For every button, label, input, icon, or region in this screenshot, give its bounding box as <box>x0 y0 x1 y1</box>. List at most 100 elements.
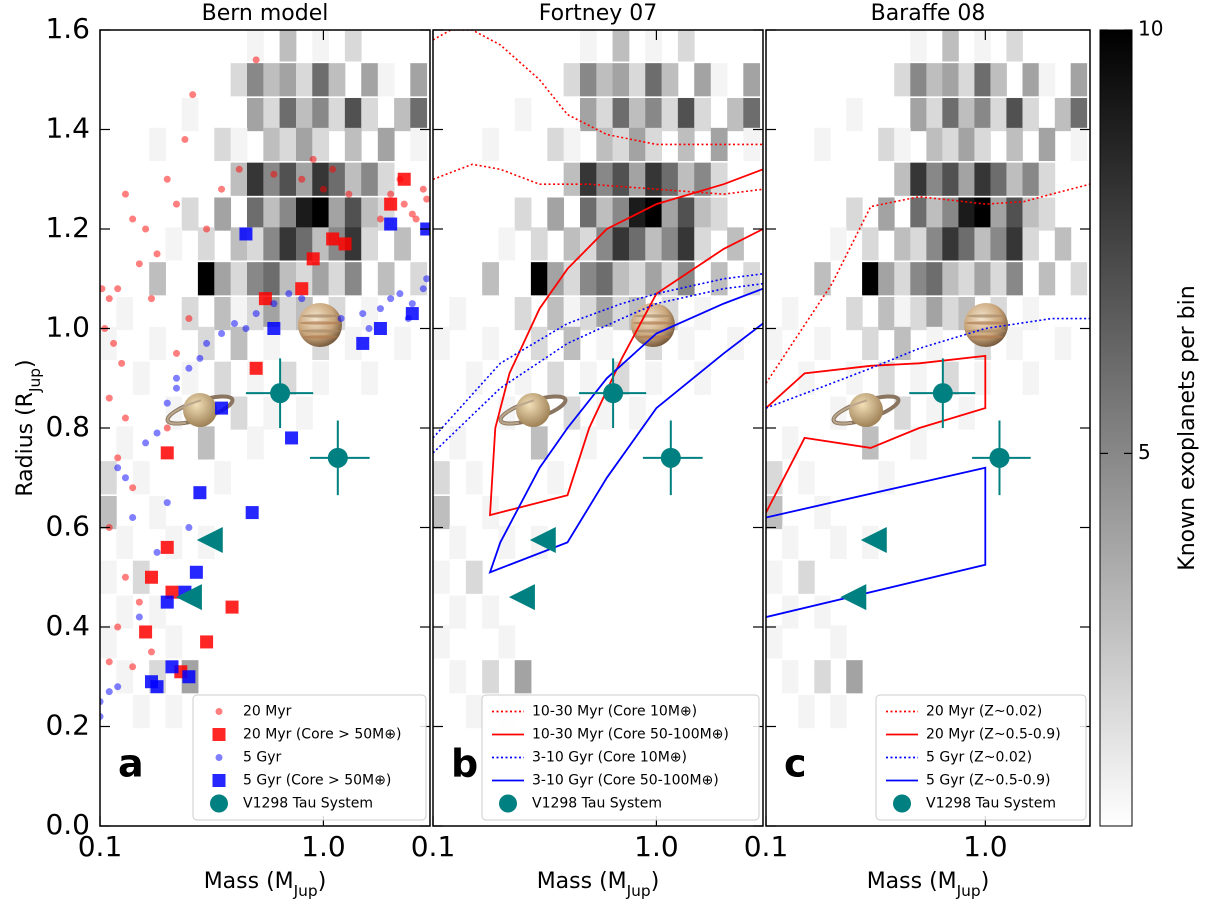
planet <box>660 447 681 468</box>
plot-area <box>100 30 430 729</box>
plot-area <box>766 30 1090 729</box>
model-planet <box>121 190 129 198</box>
model-planet <box>100 285 106 293</box>
heatmap-cell <box>846 197 863 231</box>
heatmap-cell <box>149 495 166 530</box>
heatmap-cell <box>645 30 663 62</box>
model-planet <box>142 439 150 447</box>
heatmap-cell <box>246 30 264 62</box>
legend-marker <box>212 774 226 787</box>
x-axis-label: Mass (MJup) <box>867 869 990 900</box>
model-planet <box>373 322 387 335</box>
heatmap-cell <box>878 127 895 162</box>
heatmap-cell <box>1054 326 1072 361</box>
y-axis-label-part: ) <box>13 359 38 368</box>
heatmap-cell <box>344 227 362 261</box>
heatmap-cell <box>563 63 581 97</box>
heatmap-cell <box>661 162 679 196</box>
heatmap-cell <box>766 560 783 594</box>
heatmap-cell <box>279 162 297 196</box>
planet-upper-limit <box>196 526 223 553</box>
heatmap-cell <box>530 426 548 460</box>
model-planet <box>181 135 189 143</box>
legend-label: 20 Myr (Z~0.5-0.9) <box>926 727 1061 743</box>
model-planet <box>231 320 239 328</box>
x-tick-label: 0.1 <box>411 830 456 863</box>
planet <box>989 447 1010 468</box>
heatmap-cell <box>1022 97 1039 132</box>
heatmap-cell <box>514 361 532 395</box>
model-planet <box>118 359 126 367</box>
legend-label: 20 Myr (Core > 50M⊕) <box>243 727 401 743</box>
heatmap-cell <box>926 97 943 132</box>
heatmap-cell <box>1054 227 1072 261</box>
legend-marker <box>212 728 226 741</box>
heatmap-cell <box>1006 227 1023 261</box>
colorbar-label: Known exoplanets per bin <box>1175 285 1200 570</box>
heatmap-cell <box>563 162 581 196</box>
jupiter-band <box>299 321 341 325</box>
heatmap-cell <box>1006 326 1023 361</box>
heatmap-cell <box>846 97 863 132</box>
heatmap-cell <box>926 127 943 162</box>
model-line <box>488 287 763 574</box>
heatmap-cell <box>1006 162 1023 196</box>
heatmap-cell <box>942 197 959 231</box>
model-planet <box>114 683 122 691</box>
heatmap-cell <box>596 162 614 196</box>
heatmap-cell <box>910 361 927 395</box>
heatmap-cell <box>361 97 378 132</box>
heatmap-cell <box>312 227 330 261</box>
heatmap-cell <box>449 426 467 460</box>
heatmap-cell <box>830 625 847 659</box>
heatmap-cell <box>612 227 630 261</box>
heatmap-cell <box>814 326 831 361</box>
model-planet <box>182 670 196 684</box>
heatmap-cell <box>958 97 975 132</box>
heatmap-cell <box>612 296 630 331</box>
heatmap-cell <box>974 127 991 162</box>
x-axis-label-part: Mass (M <box>867 869 957 894</box>
heatmap-cell <box>1022 296 1039 331</box>
heatmap-cell <box>328 262 346 296</box>
heatmap-cell <box>878 296 895 331</box>
model-planet <box>114 285 122 293</box>
legend-label: V1298 Tau System <box>532 796 662 812</box>
heatmap-cell <box>246 262 264 296</box>
heatmap-cell <box>100 461 117 495</box>
heatmap-cell <box>1022 197 1039 231</box>
heatmap-cell <box>1054 97 1072 132</box>
heatmap-cell <box>798 560 815 594</box>
model-planet <box>147 295 155 303</box>
heatmap-cell <box>377 162 395 196</box>
saturn-body <box>849 393 883 427</box>
heatmap-cell <box>181 197 199 231</box>
model-planet <box>129 514 137 522</box>
heatmap-cell <box>1006 30 1023 62</box>
legend-label: 5 Gyr <box>243 750 281 766</box>
heatmap-cell <box>312 97 330 132</box>
model-line <box>766 466 987 618</box>
model-planet <box>309 155 317 163</box>
heatmap-cell <box>449 660 467 694</box>
saturn-icon <box>165 393 235 427</box>
model-planet <box>150 680 164 694</box>
legend-label: 10-30 Myr (Core 50-100M⊕) <box>532 727 729 743</box>
heatmap-cell <box>214 361 232 395</box>
model-planet <box>185 315 193 323</box>
heatmap-cell <box>645 197 663 231</box>
heatmap-cell <box>1038 262 1056 296</box>
legend-label: 5 Gyr (Core > 50M⊕) <box>243 773 391 789</box>
model-planet <box>376 305 384 313</box>
heatmap-cell <box>181 97 199 132</box>
heatmap-cell <box>230 262 248 296</box>
planet-upper-limit <box>840 584 867 611</box>
heatmap-cell <box>694 63 711 97</box>
model-planet <box>245 506 259 520</box>
heatmap-cell <box>530 227 548 261</box>
heatmap-cell <box>563 296 581 331</box>
heatmap-cell <box>814 262 831 296</box>
legend-marker <box>215 754 223 761</box>
heatmap-cell <box>661 97 679 132</box>
heatmap-cell <box>645 162 663 196</box>
